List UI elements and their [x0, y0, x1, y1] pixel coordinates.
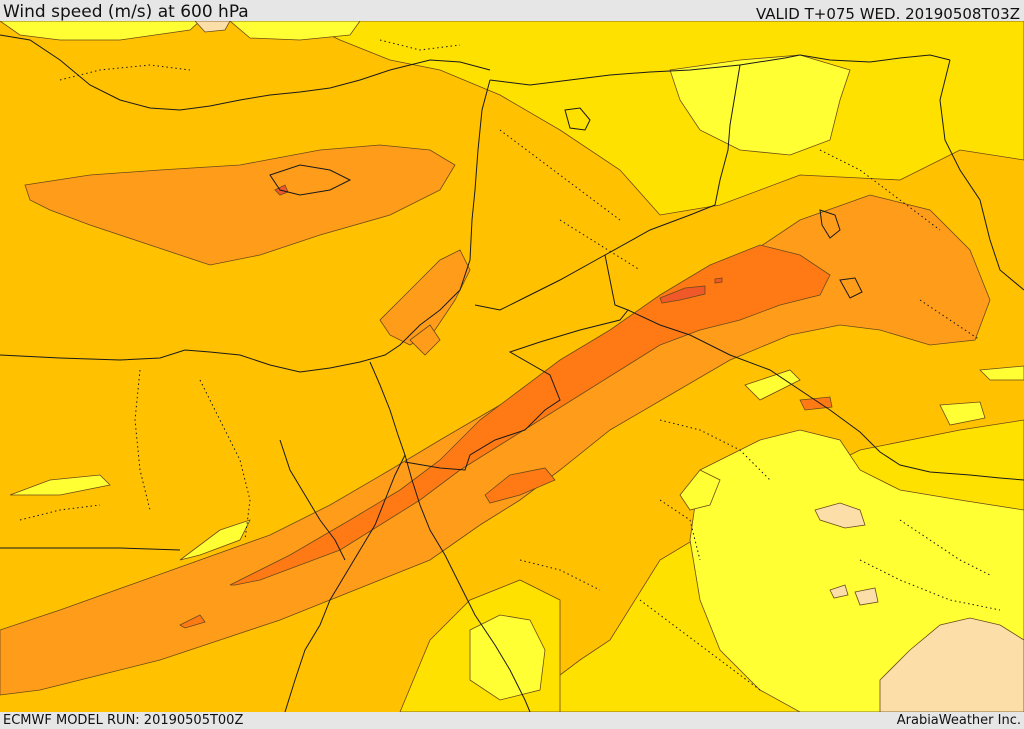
- model-run-label: ECMWF MODEL RUN: 20190505T00Z: [3, 713, 244, 728]
- wind-speed-map: [0, 21, 1024, 712]
- lightest-zones: [194, 21, 1024, 712]
- country-borders: [0, 54, 1024, 561]
- map-canvas: [0, 21, 1024, 712]
- coastlines: [0, 34, 863, 712]
- map-title: Wind speed (m/s) at 600 hPa: [3, 2, 249, 22]
- header-bar: Wind speed (m/s) at 600 hPa VALID T+075 …: [0, 0, 1024, 23]
- footer-bar: ECMWF MODEL RUN: 20190505T00Z ArabiaWeat…: [0, 712, 1024, 729]
- credit-label: ArabiaWeather Inc.: [896, 713, 1021, 728]
- valid-time-label: VALID T+075 WED. 20190508T03Z: [755, 5, 1020, 23]
- dark-orange-zones: [179, 244, 833, 629]
- internal-boundaries: [19, 39, 1001, 691]
